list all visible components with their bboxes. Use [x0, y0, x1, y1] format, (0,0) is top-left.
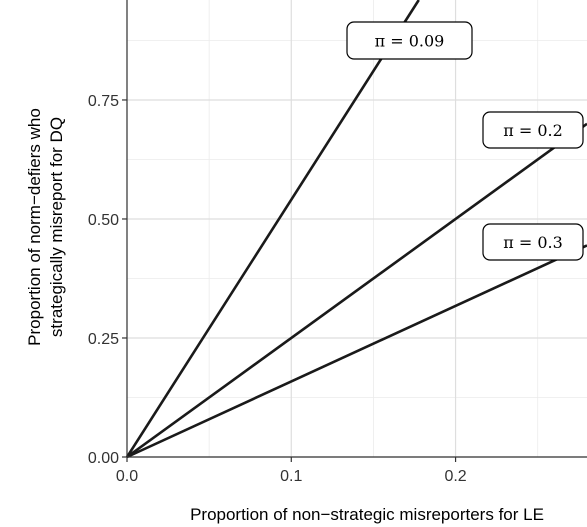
annotation-label-2: π = 0.2 — [503, 121, 563, 140]
x-tick-label: 0.0 — [116, 468, 138, 485]
y-tick-label: 0.25 — [88, 331, 119, 348]
series-line-1 — [125, 0, 420, 458]
series-line-3 — [126, 244, 587, 459]
annotation-label-3: π = 0.3 — [503, 233, 563, 252]
series-annotations: π = 0.09 π = 0.2 π = 0.3 — [346, 21, 584, 261]
y-tick-label: 0.50 — [88, 212, 119, 229]
x-tick-label: 0.2 — [444, 468, 466, 485]
axis-titles: Proportion of non−strategic misreporters… — [25, 108, 544, 524]
y-tick-label: 0.00 — [88, 450, 119, 467]
axes: 0.00 0.25 0.50 0.75 0.0 0.1 0.2 — [88, 0, 587, 485]
annotation-box-1 — [346, 21, 473, 60]
y-axis-title-line-1: Proportion of norm−defiers who — [25, 108, 44, 346]
series-lines — [125, 0, 587, 459]
x-axis-title: Proportion of non−strategic misreporters… — [190, 505, 544, 524]
annotation-box-3 — [482, 223, 584, 261]
y-tick-label: 0.75 — [88, 93, 119, 110]
x-tick-label: 0.1 — [280, 468, 302, 485]
y-axis-title-line-2: strategically misreport for DQ — [47, 117, 66, 337]
annotation-label-1: π = 0.09 — [375, 32, 445, 51]
series-line-2 — [126, 122, 587, 459]
annotation-box-2 — [482, 111, 584, 149]
